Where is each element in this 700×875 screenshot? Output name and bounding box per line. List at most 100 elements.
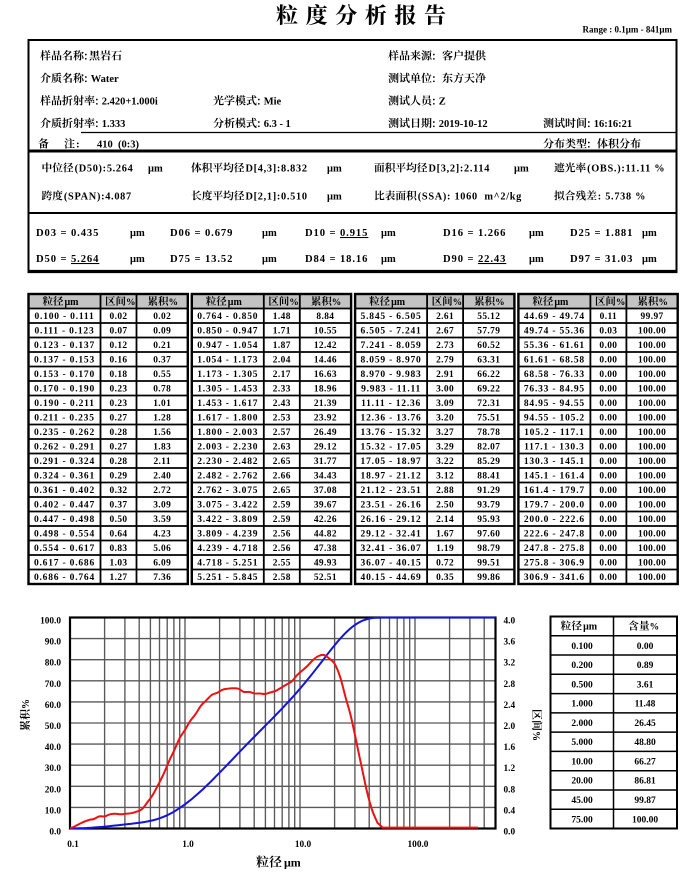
- svg-text:99.86: 99.86: [477, 573, 500, 583]
- svg-text:μm: μm: [327, 192, 342, 203]
- svg-text:D[4,3]:8.832: D[4,3]:8.832: [246, 164, 308, 175]
- svg-text:2.14: 2.14: [436, 515, 454, 525]
- svg-text:0.64: 0.64: [109, 530, 127, 540]
- svg-text:1.173 - 1.305: 1.173 - 1.305: [197, 370, 258, 380]
- svg-text:18.97 - 21.12: 18.97 - 21.12: [361, 472, 422, 482]
- svg-text:2.762 - 3.075: 2.762 - 3.075: [197, 486, 258, 496]
- svg-text:0.4: 0.4: [504, 806, 516, 816]
- svg-text:D25 = 1.881: D25 = 1.881: [570, 228, 633, 239]
- svg-text:2.79: 2.79: [436, 356, 454, 366]
- svg-text:0.947 - 1.054: 0.947 - 1.054: [197, 341, 258, 351]
- svg-text:0.03: 0.03: [599, 327, 617, 337]
- svg-text:8.84: 8.84: [316, 312, 334, 322]
- svg-text:0.211 - 0.235: 0.211 - 0.235: [34, 414, 95, 424]
- svg-text:3.2: 3.2: [504, 659, 516, 669]
- svg-text:1.71: 1.71: [273, 327, 291, 337]
- svg-text:0.27: 0.27: [109, 443, 127, 453]
- svg-text:85.29: 85.29: [477, 457, 500, 467]
- svg-text:0.235 - 0.262: 0.235 - 0.262: [34, 428, 95, 438]
- svg-text:2.65: 2.65: [273, 457, 291, 467]
- svg-text:5.06: 5.06: [153, 544, 171, 554]
- svg-text:0.190 - 0.211: 0.190 - 0.211: [34, 399, 95, 409]
- svg-text:100.00: 100.00: [638, 356, 666, 366]
- svg-text:0.00: 0.00: [637, 642, 654, 652]
- svg-text:60.0: 60.0: [45, 701, 62, 711]
- svg-text:2.91: 2.91: [436, 370, 454, 380]
- svg-text:10.55: 10.55: [314, 327, 337, 337]
- svg-text:100.0: 100.0: [40, 617, 61, 627]
- svg-text:0.00: 0.00: [599, 573, 617, 583]
- svg-text:3.61: 3.61: [637, 680, 654, 690]
- svg-text:3.22: 3.22: [436, 457, 454, 467]
- svg-text:76.33 - 84.95: 76.33 - 84.95: [524, 385, 585, 395]
- svg-text:(SSA): 1060 m^2/kg: (SSA): 1060 m^2/kg: [418, 192, 522, 203]
- svg-text:μm: μm: [381, 228, 396, 239]
- svg-text:100.0: 100.0: [408, 840, 429, 850]
- svg-text:%: %: [530, 731, 541, 741]
- svg-text:0.00: 0.00: [599, 457, 617, 467]
- svg-text:44.82: 44.82: [314, 530, 337, 540]
- svg-text:5.251 - 5.845: 5.251 - 5.845: [197, 573, 258, 583]
- svg-text::: :: [76, 139, 80, 151]
- svg-text:100.00: 100.00: [638, 559, 666, 569]
- svg-text:100.00: 100.00: [638, 457, 666, 467]
- svg-text:Water: Water: [91, 74, 119, 85]
- svg-text:88.41: 88.41: [477, 472, 500, 482]
- svg-text:11.11 - 12.36: 11.11 - 12.36: [361, 399, 421, 409]
- svg-text:36.07 - 40.15: 36.07 - 40.15: [361, 559, 422, 569]
- svg-text:3.422 - 3.809: 3.422 - 3.809: [197, 515, 258, 525]
- svg-text:100.00: 100.00: [638, 414, 666, 424]
- svg-text:66.27: 66.27: [634, 757, 656, 767]
- svg-text:0.00: 0.00: [599, 428, 617, 438]
- svg-text:100.00: 100.00: [638, 515, 666, 525]
- svg-text:2.55: 2.55: [273, 559, 291, 569]
- svg-text:16.63: 16.63: [314, 370, 337, 380]
- svg-text:D16 = 1.266: D16 = 1.266: [443, 228, 506, 239]
- svg-text:μm: μm: [554, 297, 569, 308]
- svg-text:0.500: 0.500: [571, 680, 593, 690]
- svg-text:37.08: 37.08: [314, 486, 337, 496]
- svg-text:μm: μm: [529, 228, 544, 239]
- svg-text:23.92: 23.92: [314, 414, 337, 424]
- svg-text:μm: μm: [65, 297, 80, 308]
- svg-text:48.80: 48.80: [634, 738, 656, 748]
- svg-text:306.9 - 341.6: 306.9 - 341.6: [524, 573, 585, 583]
- svg-text:2.67: 2.67: [436, 327, 454, 337]
- svg-text:%: %: [126, 298, 136, 308]
- svg-text:100.00: 100.00: [638, 399, 666, 409]
- svg-text:94.55 - 105.2: 94.55 - 105.2: [524, 414, 585, 424]
- svg-text:91.29: 91.29: [477, 486, 500, 496]
- svg-text:%: %: [332, 298, 342, 308]
- svg-text:10.0: 10.0: [295, 840, 312, 850]
- svg-text:%: %: [169, 298, 179, 308]
- svg-text:μm: μm: [228, 297, 243, 308]
- svg-text:100.00: 100.00: [638, 385, 666, 395]
- svg-text:100.00: 100.00: [638, 428, 666, 438]
- svg-text:40.15 - 44.69: 40.15 - 44.69: [361, 573, 422, 583]
- svg-text:%: %: [650, 623, 660, 633]
- svg-text:0.402 - 0.447: 0.402 - 0.447: [34, 501, 95, 511]
- svg-text:99.87: 99.87: [634, 796, 656, 806]
- svg-text:%: %: [658, 298, 668, 308]
- svg-text:1.000: 1.000: [571, 700, 593, 710]
- svg-text:29.12 - 32.41: 29.12 - 32.41: [361, 530, 422, 540]
- svg-text:0.32: 0.32: [109, 486, 127, 496]
- svg-text:(D50):5.264: (D50):5.264: [75, 164, 134, 175]
- svg-text:3.27: 3.27: [436, 428, 454, 438]
- svg-text:0.00: 0.00: [599, 341, 617, 351]
- svg-text:0.23: 0.23: [109, 385, 127, 395]
- svg-text:4.0: 4.0: [504, 617, 516, 627]
- svg-text:1.83: 1.83: [153, 443, 171, 453]
- svg-text:1.01: 1.01: [153, 399, 171, 409]
- svg-text:0.12: 0.12: [109, 341, 127, 351]
- svg-text:0.27: 0.27: [109, 414, 127, 424]
- svg-text:μm: μm: [583, 622, 598, 633]
- svg-text:12.42: 12.42: [314, 341, 337, 351]
- svg-text:86.81: 86.81: [634, 777, 656, 787]
- svg-text:100.00: 100.00: [638, 573, 666, 583]
- svg-text:4.239 - 4.718: 4.239 - 4.718: [197, 544, 258, 554]
- svg-text:18.96: 18.96: [314, 385, 337, 395]
- svg-text:161.4 - 179.7: 161.4 - 179.7: [524, 486, 585, 496]
- svg-text:0.00: 0.00: [599, 356, 617, 366]
- svg-text:1.333: 1.333: [102, 119, 126, 130]
